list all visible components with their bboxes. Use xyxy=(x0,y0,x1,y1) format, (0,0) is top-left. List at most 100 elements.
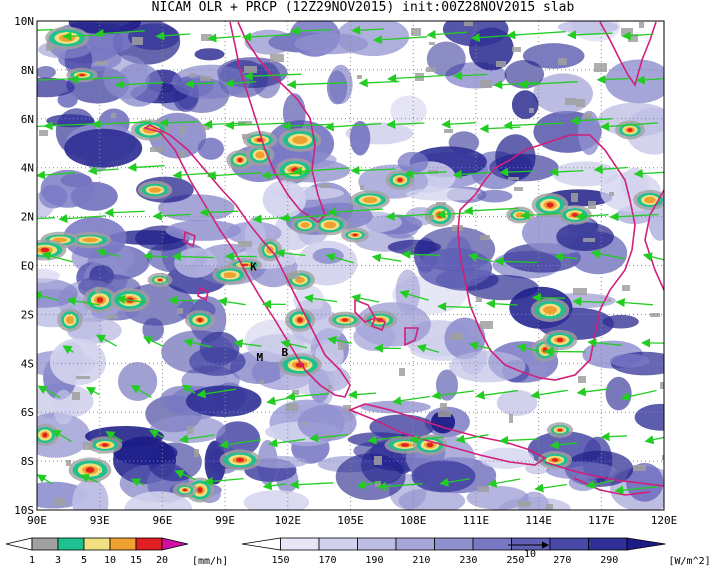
precip-cell xyxy=(187,426,193,434)
wind-arrow xyxy=(566,30,613,40)
precip-cell xyxy=(362,197,378,203)
olr-bar-label: 230 xyxy=(459,555,477,566)
lon-tick-label: 108E xyxy=(400,514,427,527)
lat-tick-label: EQ xyxy=(21,260,34,273)
olr-cell xyxy=(387,239,441,255)
lon-tick-label: 93E xyxy=(90,514,110,527)
precip-cell xyxy=(436,202,446,206)
wind-arrow xyxy=(183,338,212,348)
wind-arrow xyxy=(37,28,54,31)
precip-cell xyxy=(197,487,203,493)
wind-arrow xyxy=(518,79,578,90)
olr-bar-segment xyxy=(472,537,512,551)
olr-cell xyxy=(37,268,60,283)
precip-cell xyxy=(177,308,183,314)
precip-cell xyxy=(352,233,358,237)
precip-cell xyxy=(286,273,300,279)
precip-cell xyxy=(95,61,108,65)
lon-tick-label: 114E xyxy=(525,514,552,527)
wind-arrow xyxy=(94,28,145,39)
precip-cell xyxy=(508,177,519,180)
precip-cell xyxy=(42,432,48,438)
wind-arrow xyxy=(66,296,100,306)
olr-bar-segment xyxy=(395,537,435,551)
precip-cell xyxy=(237,157,243,163)
wind-arrow xyxy=(403,169,447,179)
precip-cell xyxy=(197,317,203,323)
precip-cell xyxy=(558,58,567,65)
precip-cell xyxy=(374,456,382,465)
precip-cell xyxy=(201,34,212,41)
precip-bar-label: 5 xyxy=(81,555,87,566)
wind-arrow xyxy=(644,435,664,445)
wind-arrow xyxy=(95,334,117,347)
wind-arrow xyxy=(105,431,123,442)
lat-tick-label: 4S xyxy=(21,357,34,370)
wind-arrow xyxy=(130,384,152,399)
wind-arrow xyxy=(91,119,152,129)
olr-bar-label: 270 xyxy=(553,555,571,566)
wind-arrow xyxy=(143,336,164,348)
precip-bar-label: 1 xyxy=(29,555,35,566)
olr-cell xyxy=(626,462,664,502)
lat-tick-label: 8N xyxy=(21,64,34,77)
wind-arrow xyxy=(127,162,165,172)
wind-arrow xyxy=(347,390,377,400)
wind-arrow xyxy=(172,170,214,180)
precip-cell xyxy=(426,442,434,448)
precip-cell xyxy=(476,297,482,302)
wind-arrow xyxy=(85,386,100,396)
wind-arrow xyxy=(441,119,476,129)
olr-cell xyxy=(353,322,396,352)
precip-cell xyxy=(46,44,54,51)
olr-bar-label: 290 xyxy=(600,555,618,566)
olr-cell xyxy=(37,77,75,98)
olr-cell xyxy=(449,351,526,383)
station-labels: K M B xyxy=(250,260,288,363)
station-label: K xyxy=(250,260,257,273)
wind-arrow xyxy=(309,433,349,443)
precip-cell xyxy=(444,129,453,133)
wind-arrow xyxy=(217,297,246,307)
olr-cell xyxy=(68,21,141,35)
precip-cell xyxy=(111,113,116,118)
precip-bar-label: 20 xyxy=(156,555,168,566)
wind-arrow xyxy=(572,296,605,307)
precip-cell xyxy=(286,403,298,411)
precip-bar-segment xyxy=(57,537,85,551)
wind-arrow xyxy=(351,293,380,303)
precip-cell xyxy=(477,486,489,492)
lon-tick-label: 102E xyxy=(275,514,302,527)
lon-tick-label: 111E xyxy=(463,514,490,527)
olr-bar-segment xyxy=(434,537,474,551)
precip-cell xyxy=(583,113,592,119)
lat-tick-label: 6N xyxy=(21,113,34,126)
precip-bar-label: 3 xyxy=(55,555,61,566)
olr-cell xyxy=(243,490,310,510)
wind-arrow xyxy=(196,388,237,399)
wind-arrow xyxy=(275,248,306,258)
wind-arrow xyxy=(487,478,521,488)
olr-cell xyxy=(262,180,307,219)
wind-arrow xyxy=(416,343,440,353)
precip-cell xyxy=(95,287,101,293)
wind-arrow xyxy=(399,289,429,301)
precip-cell xyxy=(399,368,405,376)
olr-cell xyxy=(147,442,202,482)
olr-cell xyxy=(40,169,95,208)
olr-bar-segment xyxy=(357,537,397,551)
olr-cell xyxy=(103,55,150,100)
precip-bar-label: 15 xyxy=(130,555,142,566)
olr-bar-label: 210 xyxy=(412,555,430,566)
precip-cell xyxy=(656,8,664,11)
wind-arrow xyxy=(37,217,55,220)
wind-arrow xyxy=(199,207,239,217)
wind-arrow xyxy=(499,435,538,445)
precip-bar-max xyxy=(161,537,189,551)
olr-cell xyxy=(496,389,538,416)
olr-cell xyxy=(165,219,242,241)
wind-arrow xyxy=(642,252,664,262)
precip-bar-label: 10 xyxy=(104,555,116,566)
wind-arrow xyxy=(463,206,519,216)
precip-cell xyxy=(242,134,251,139)
